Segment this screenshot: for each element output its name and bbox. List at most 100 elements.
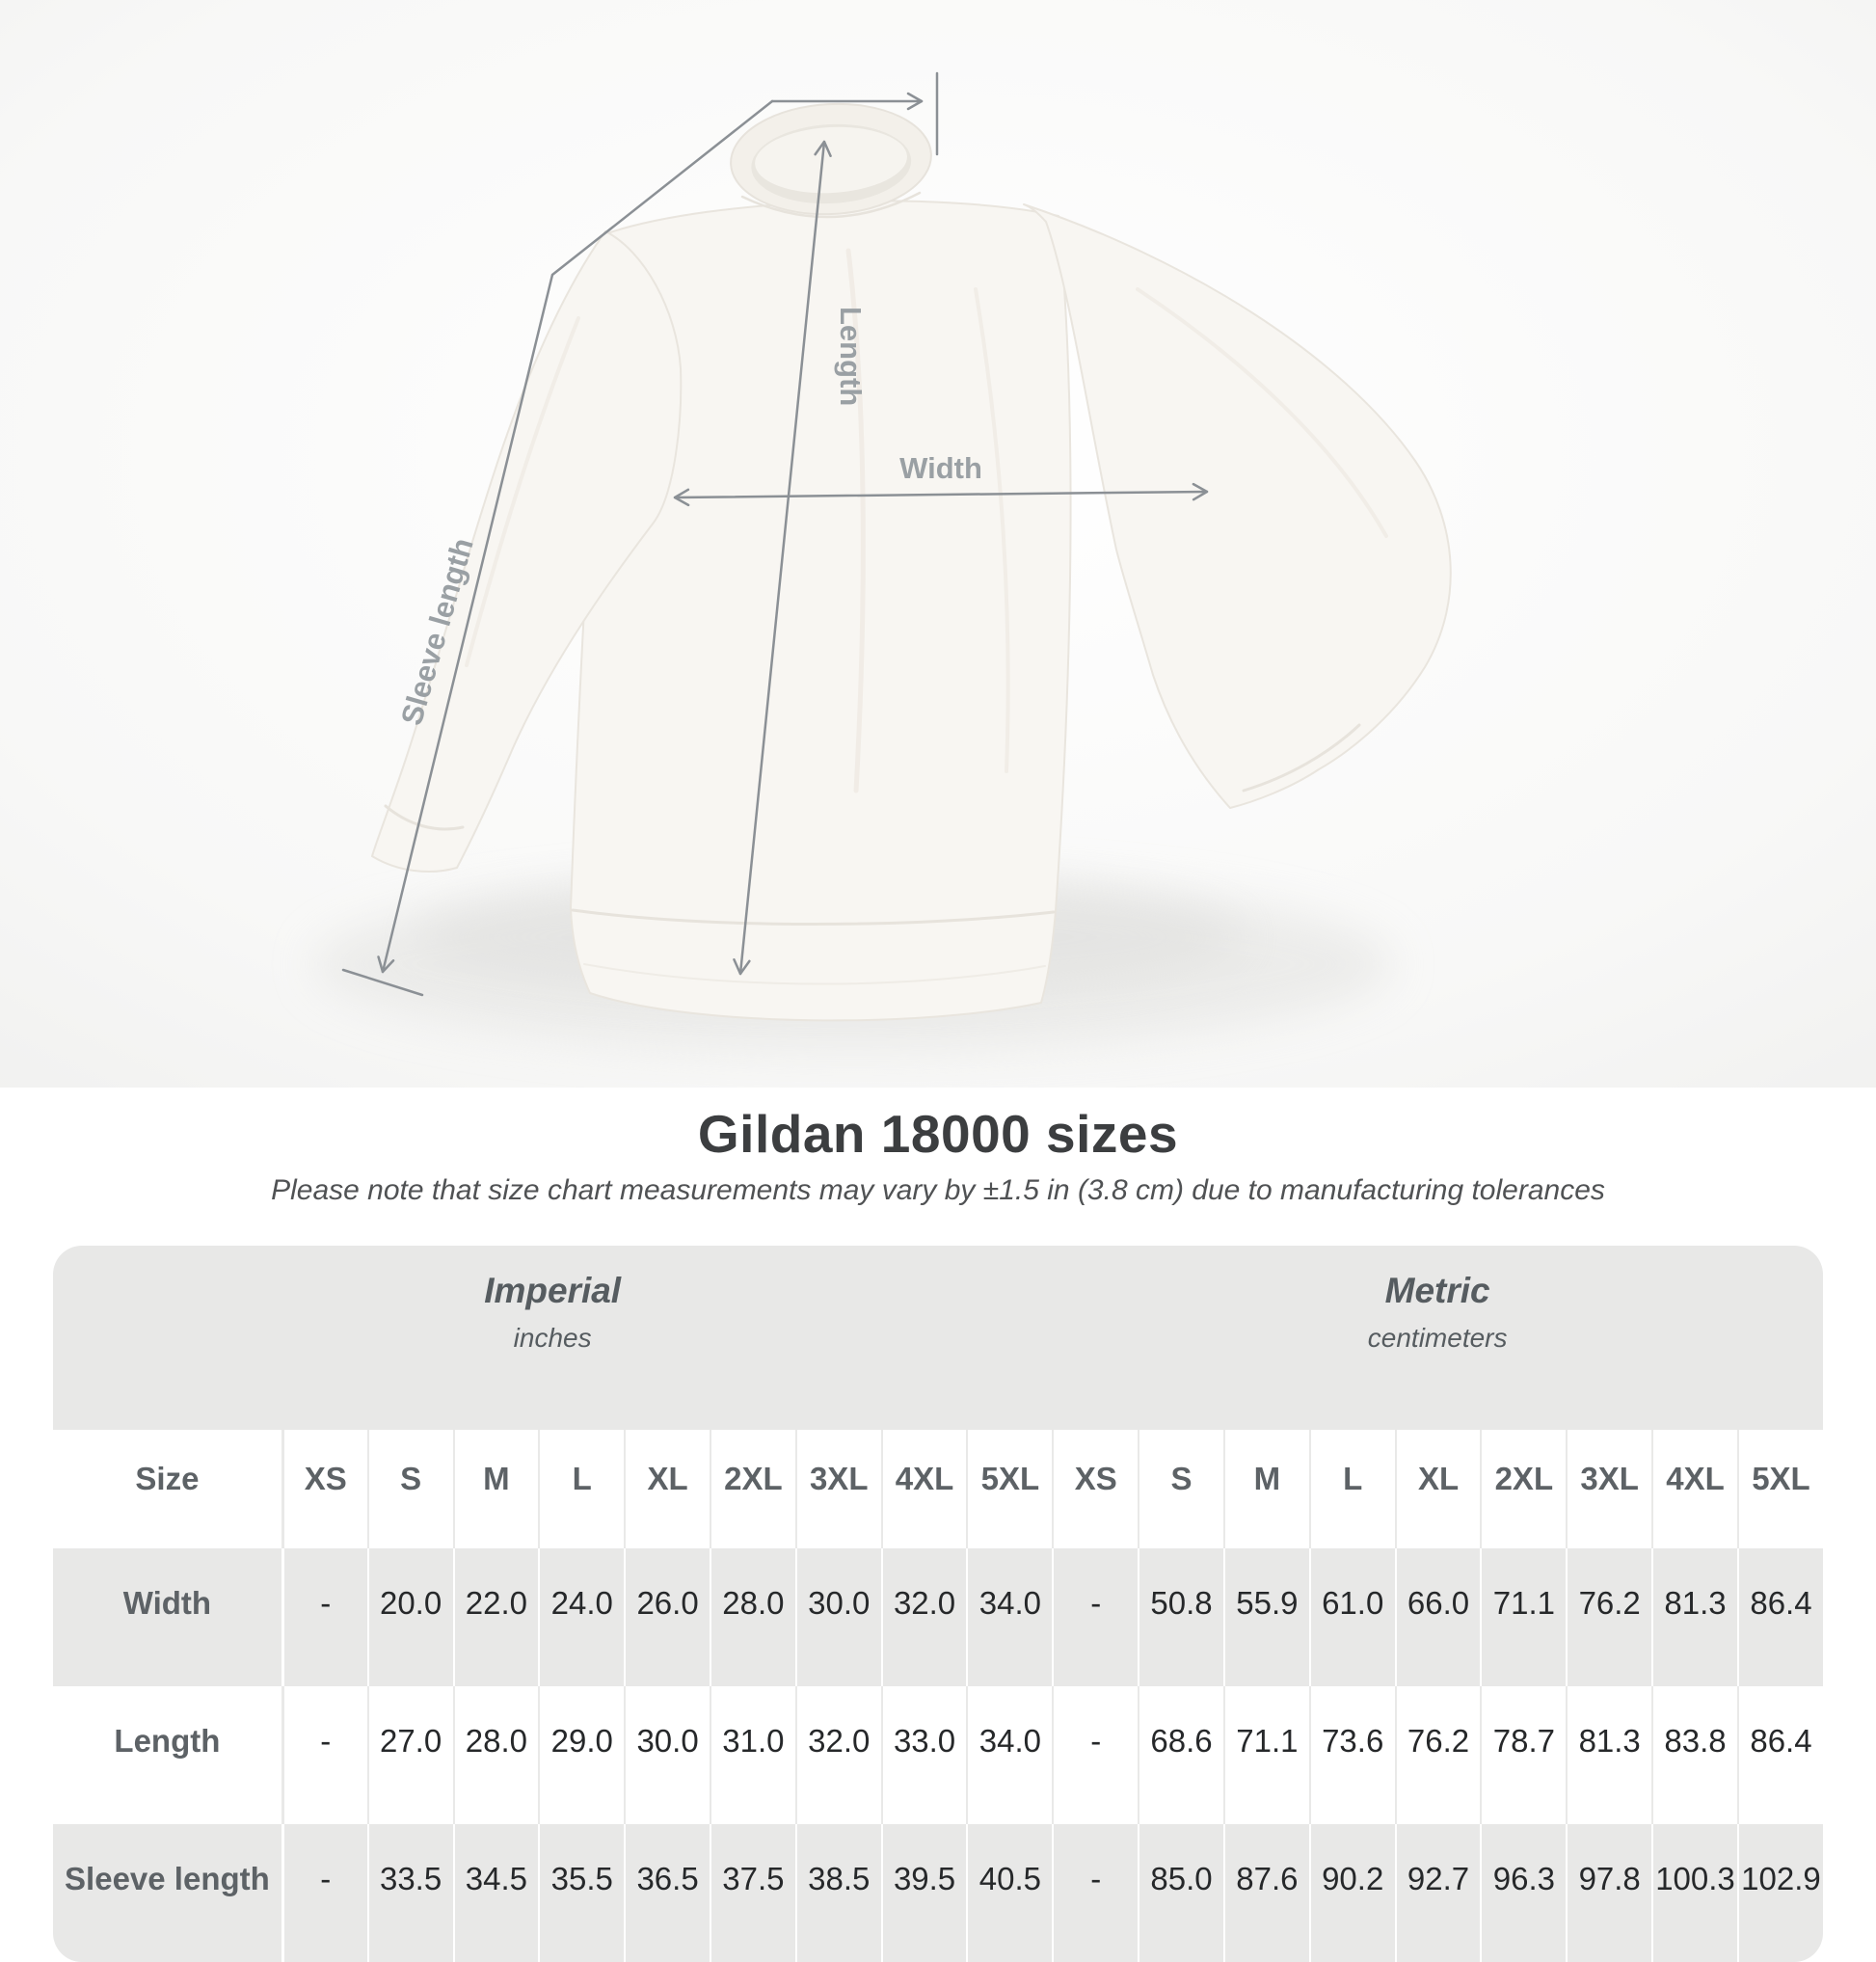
value-cell: 78.7 bbox=[1480, 1686, 1567, 1824]
value-cell: 71.1 bbox=[1222, 1686, 1309, 1824]
unit-group-row: Imperial inches Metric centimeters bbox=[53, 1246, 1823, 1430]
value-cell: 35.5 bbox=[538, 1824, 625, 1962]
value-cell: 92.7 bbox=[1394, 1824, 1481, 1962]
value-cell: 97.8 bbox=[1566, 1824, 1652, 1962]
value-cell: 4XL bbox=[1651, 1430, 1737, 1548]
value-cell: XS bbox=[1052, 1430, 1139, 1548]
cuff-tick-line bbox=[341, 968, 424, 997]
value-cell: - bbox=[1052, 1548, 1139, 1686]
unit-group-metric: Metric centimeters bbox=[1052, 1246, 1823, 1430]
value-cell: - bbox=[1052, 1686, 1139, 1824]
value-cell: 90.2 bbox=[1308, 1824, 1395, 1962]
tolerance-note: Please note that size chart measurements… bbox=[271, 1174, 1605, 1206]
size-table-body: Size XS S M L XL 2XL 3XL 4XL 5XL XS S M L XL 2XL 3XL 4XL 5… bbox=[53, 1430, 1823, 1962]
row-label-cell: Width bbox=[53, 1548, 281, 1686]
measurement-row-sleeve-length: Sleeve length -33.5 34.5 35.5 36.5 37.5 38.5 39… bbox=[53, 1824, 1823, 1962]
value-cell: 68.6 bbox=[1138, 1686, 1223, 1824]
value-cell: 36.5 bbox=[624, 1824, 710, 1962]
value-cell: 34.0 bbox=[966, 1686, 1053, 1824]
value-cell: 31.0 bbox=[709, 1686, 795, 1824]
imperial-sublabel: inches bbox=[513, 1323, 592, 1353]
value-cell: 102.9 bbox=[1736, 1824, 1823, 1962]
value-cell: 83.8 bbox=[1651, 1686, 1737, 1824]
value-cell: 3XL bbox=[794, 1430, 881, 1548]
value-cell: 37.5 bbox=[709, 1824, 795, 1962]
row-label-cell: Sleeve length bbox=[53, 1824, 281, 1962]
value-cell: 76.2 bbox=[1566, 1548, 1652, 1686]
value-cell: 2XL bbox=[1480, 1430, 1567, 1548]
sleeve-length-line bbox=[377, 99, 774, 974]
value-cell: - bbox=[281, 1686, 367, 1824]
value-cell: 85.0 bbox=[1138, 1824, 1223, 1962]
value-cell: 2XL bbox=[709, 1430, 795, 1548]
value-cell: 30.0 bbox=[794, 1548, 881, 1686]
row-label-cell: Length bbox=[53, 1686, 281, 1824]
value-cell: 66.0 bbox=[1394, 1548, 1481, 1686]
value-cell: S bbox=[1138, 1430, 1223, 1548]
width-line bbox=[673, 482, 1209, 507]
value-cell: 81.3 bbox=[1651, 1548, 1737, 1686]
value-cell: 81.3 bbox=[1566, 1686, 1652, 1824]
measurement-annotations bbox=[341, 71, 1209, 997]
value-cell: 86.4 bbox=[1736, 1548, 1823, 1686]
value-cell: 61.0 bbox=[1308, 1548, 1395, 1686]
length-line bbox=[733, 140, 832, 976]
value-cell: 73.6 bbox=[1308, 1686, 1395, 1824]
value-cell: 50.8 bbox=[1138, 1548, 1223, 1686]
value-cell: 20.0 bbox=[366, 1548, 453, 1686]
size-header-row: Size XS S M L XL 2XL 3XL 4XL 5XL XS S M L XL 2XL 3XL 4XL 5… bbox=[53, 1430, 1823, 1548]
value-cell: 28.0 bbox=[709, 1548, 795, 1686]
value-cell: 33.5 bbox=[366, 1824, 453, 1962]
page-title: Gildan 18000 sizes bbox=[697, 1104, 1179, 1164]
value-cell: L bbox=[1308, 1430, 1395, 1548]
value-cell: 28.0 bbox=[452, 1686, 539, 1824]
value-cell: 100.3 bbox=[1651, 1824, 1737, 1962]
value-cell: 30.0 bbox=[624, 1686, 710, 1824]
measurement-row-width: Width -20.0 22.0 24.0 26.0 28.0 30.0 32.0 34.0-5… bbox=[53, 1548, 1823, 1686]
value-cell: 87.6 bbox=[1222, 1824, 1309, 1962]
value-cell: 34.5 bbox=[452, 1824, 539, 1962]
value-cell: 71.1 bbox=[1480, 1548, 1567, 1686]
value-cell: M bbox=[1222, 1430, 1309, 1548]
value-cell: 34.0 bbox=[966, 1548, 1053, 1686]
value-cell: XS bbox=[281, 1430, 367, 1548]
metric-sublabel: centimeters bbox=[1367, 1323, 1508, 1353]
value-cell: 76.2 bbox=[1394, 1686, 1481, 1824]
value-cell: - bbox=[281, 1548, 367, 1686]
value-cell: 38.5 bbox=[794, 1824, 881, 1962]
product-measurement-diagram: Length Width Sleeve length bbox=[0, 0, 1876, 1088]
value-cell: XL bbox=[1394, 1430, 1481, 1548]
value-cell: M bbox=[452, 1430, 539, 1548]
measurement-row-length: Length -27.0 28.0 29.0 30.0 31.0 32.0 33.0 34.0-… bbox=[53, 1686, 1823, 1824]
value-cell: 96.3 bbox=[1480, 1824, 1567, 1962]
sweatshirt-left-sleeve bbox=[371, 230, 683, 873]
value-cell: 24.0 bbox=[538, 1548, 625, 1686]
value-cell: 22.0 bbox=[452, 1548, 539, 1686]
size-table: Imperial inches Metric centimeters Size X… bbox=[53, 1246, 1823, 1962]
length-label: Length bbox=[834, 307, 868, 406]
value-cell: 55.9 bbox=[1222, 1548, 1309, 1686]
value-cell: S bbox=[366, 1430, 453, 1548]
value-cell: 5XL bbox=[966, 1430, 1053, 1548]
value-cell: 29.0 bbox=[538, 1686, 625, 1824]
value-cell: - bbox=[281, 1824, 367, 1962]
imperial-label: Imperial bbox=[484, 1271, 622, 1310]
sweatshirt-diagram-svg: Length Width Sleeve length bbox=[0, 0, 1876, 1088]
value-cell: 33.0 bbox=[880, 1686, 967, 1824]
unit-group-imperial: Imperial inches bbox=[53, 1246, 1053, 1430]
value-cell: 40.5 bbox=[966, 1824, 1053, 1962]
value-cell: 32.0 bbox=[794, 1686, 881, 1824]
value-cell: 5XL bbox=[1736, 1430, 1823, 1548]
value-cell: L bbox=[538, 1430, 625, 1548]
row-label-cell: Size bbox=[53, 1430, 281, 1548]
sweatshirt-right-sleeve bbox=[1023, 203, 1452, 809]
size-chart: Imperial inches Metric centimeters Size X… bbox=[53, 1246, 1823, 1962]
value-cell: - bbox=[1052, 1824, 1139, 1962]
width-label: Width bbox=[899, 451, 982, 485]
metric-label: Metric bbox=[1384, 1271, 1490, 1310]
value-cell: 26.0 bbox=[624, 1548, 710, 1686]
value-cell: 86.4 bbox=[1736, 1686, 1823, 1824]
value-cell: 39.5 bbox=[880, 1824, 967, 1962]
value-cell: XL bbox=[624, 1430, 710, 1548]
value-cell: 3XL bbox=[1566, 1430, 1652, 1548]
